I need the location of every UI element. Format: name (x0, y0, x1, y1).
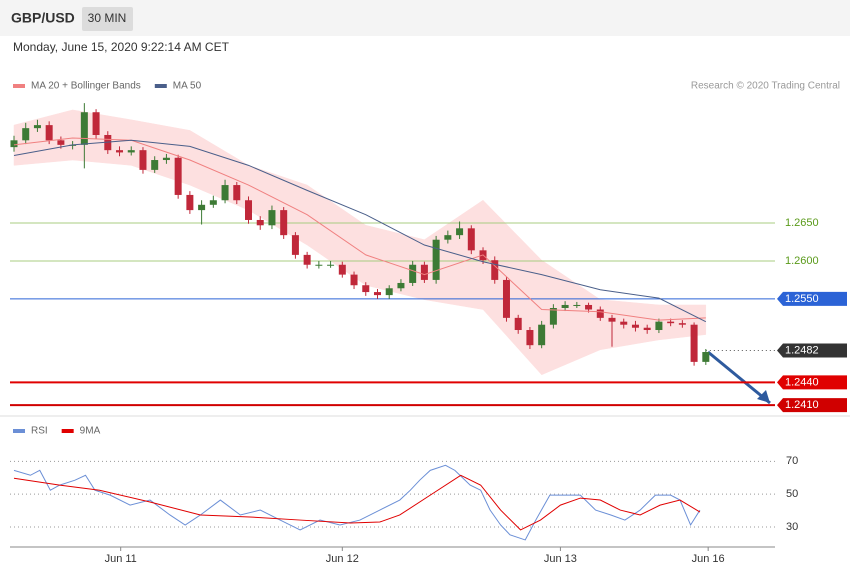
candle-body (221, 185, 229, 201)
candle-body (397, 282, 405, 289)
candle-body (678, 323, 686, 325)
candle-body (268, 210, 276, 226)
bollinger-band (600, 299, 660, 351)
candle-body (256, 219, 264, 226)
candle-body (526, 330, 534, 346)
legend-label: MA 50 (173, 81, 202, 92)
candle-body (315, 264, 323, 266)
level-label: 1.2550 (785, 293, 819, 305)
candle-body (549, 308, 557, 325)
level-label: 1.2600 (785, 255, 819, 267)
candle-body (561, 304, 569, 309)
ma-line (13, 139, 707, 323)
legend-label: RSI (31, 426, 48, 437)
legend-swatch (154, 84, 167, 88)
candle-body (585, 304, 593, 310)
candle-body (33, 125, 41, 129)
candle-body (373, 292, 381, 296)
candle-body (362, 285, 370, 293)
candle-body (690, 324, 698, 362)
x-tick-label: Jun 16 (692, 553, 725, 565)
forecast-arrow (707, 350, 771, 405)
candle-body (80, 112, 88, 145)
candle-body (92, 112, 100, 135)
candle-body (327, 264, 335, 266)
candle-body (233, 185, 241, 201)
candle-body (10, 140, 18, 148)
bollinger-band (365, 224, 425, 300)
candle-body (655, 321, 663, 331)
candle-body (667, 321, 675, 324)
candle-body (409, 264, 417, 283)
legend-swatch (13, 429, 25, 433)
legend-swatch (13, 84, 25, 88)
legend-label: 9MA (80, 426, 101, 437)
bollinger-band (482, 199, 542, 376)
y-tick-label: 70 (786, 455, 798, 467)
level-label: 1.2482 (785, 344, 819, 356)
candle-body (643, 327, 651, 331)
candle-body (45, 125, 53, 141)
indicator-line (13, 474, 701, 531)
candle-body (245, 200, 253, 220)
candle-body (444, 235, 452, 240)
candle-body (303, 254, 311, 265)
level-tag (777, 291, 847, 306)
candle-body (174, 157, 182, 195)
candle-body (608, 317, 616, 322)
indicator-line (13, 464, 701, 541)
timestamp: Monday, June 15, 2020 9:22:14 AM CET (13, 40, 230, 54)
level-label: 1.2650 (785, 217, 819, 229)
candle-body (350, 274, 358, 286)
timeframe[interactable]: 30 MIN (88, 11, 127, 25)
candle-body (502, 279, 510, 318)
y-tick-label: 50 (786, 488, 798, 500)
symbol: GBP/USD (11, 10, 75, 26)
candle-body (538, 324, 546, 346)
level-tag (777, 398, 847, 413)
candle-body (198, 204, 206, 211)
candle-body (702, 352, 710, 362)
candle-body (116, 150, 124, 153)
level-label: 1.2440 (785, 376, 819, 388)
candle-body (139, 150, 147, 170)
x-tick-label: Jun 11 (105, 553, 137, 565)
candle-body (338, 264, 346, 275)
candle-body (420, 264, 428, 280)
candle-body (631, 324, 639, 328)
level-label: 1.2410 (785, 399, 819, 411)
legend-swatch (61, 429, 74, 433)
candle-body (151, 160, 159, 170)
arrow-head (757, 390, 770, 403)
candle-body (209, 200, 217, 205)
candle-body (514, 317, 522, 331)
candle-body (456, 228, 464, 236)
x-tick-label: Jun 12 (326, 553, 359, 565)
candle-body (573, 304, 581, 306)
candle-body (162, 157, 170, 161)
candle-body (291, 235, 299, 255)
level-tag (777, 343, 847, 358)
candle-body (491, 260, 499, 280)
candle-body (596, 309, 604, 318)
candle-body (280, 210, 288, 236)
candle-body (127, 150, 135, 153)
candle-body (186, 194, 194, 211)
candle-body (620, 321, 628, 325)
legend-label: MA 20 + Bollinger Bands (31, 81, 141, 92)
candle-body (467, 228, 475, 251)
candle-body (57, 140, 65, 145)
bollinger-band (248, 164, 308, 246)
header-bar (0, 0, 850, 36)
x-tick-label: Jun 13 (544, 553, 577, 565)
level-tag (777, 375, 847, 390)
candle-body (385, 288, 393, 296)
credit: Research © 2020 Trading Central (691, 81, 840, 92)
candle-body (432, 239, 440, 280)
candle-body (22, 128, 30, 141)
timeframe-box[interactable] (82, 7, 133, 31)
y-tick-label: 30 (786, 521, 798, 533)
